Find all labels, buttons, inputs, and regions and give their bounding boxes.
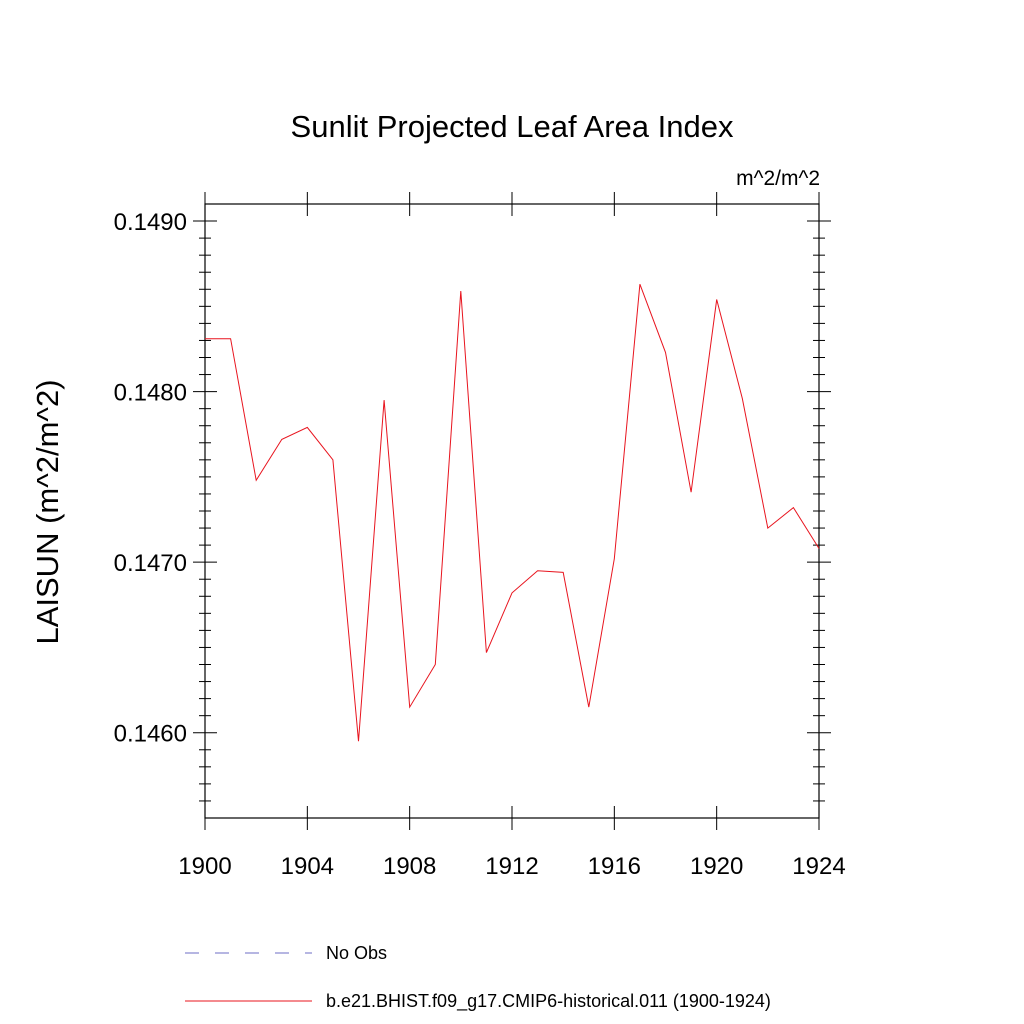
legend-label-no-obs: No Obs	[326, 943, 387, 963]
x-tick-label: 1920	[690, 853, 743, 880]
plot-frame	[204, 203, 820, 819]
x-tick-labels: 1900 1904 1908 1912 1916 1920 1924	[178, 853, 845, 880]
series-line	[205, 284, 820, 742]
x-tick-label: 1908	[383, 853, 436, 880]
y-tick-label: 0.1480	[114, 380, 187, 407]
legend-label-model: b.e21.BHIST.f09_g17.CMIP6-historical.011…	[326, 991, 771, 1012]
series-group	[205, 284, 820, 742]
chart-title: Sunlit Projected Leaf Area Index	[291, 109, 734, 144]
y-tick-label: 0.1490	[114, 209, 187, 236]
x-tick-label: 1916	[588, 853, 641, 880]
x-tick-label: 1912	[485, 853, 538, 880]
legend: No Obs b.e21.BHIST.f09_g17.CMIP6-histori…	[185, 943, 771, 1012]
units-label: m^2/m^2	[736, 167, 820, 190]
y-axis-label: LAISUN (m^2/m^2)	[30, 379, 65, 644]
y-tick-label: 0.1470	[114, 550, 187, 577]
axis-ticks	[193, 192, 831, 830]
x-tick-label: 1924	[792, 853, 845, 880]
y-tick-labels: 0.1460 0.1470 0.1480 0.1490	[114, 209, 187, 748]
x-tick-label: 1904	[281, 853, 334, 880]
y-tick-label: 0.1460	[114, 721, 187, 748]
x-tick-label: 1900	[178, 853, 231, 880]
